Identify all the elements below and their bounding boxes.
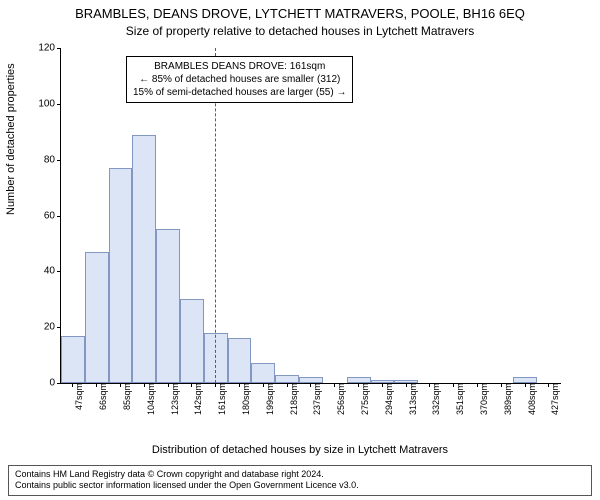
x-tick-label: 237sqm bbox=[310, 383, 322, 415]
x-tick-label: 351sqm bbox=[453, 383, 465, 415]
histogram-bar bbox=[394, 380, 418, 383]
x-tick-label: 256sqm bbox=[334, 383, 346, 415]
histogram-bar bbox=[513, 377, 537, 383]
histogram-bar bbox=[156, 229, 180, 383]
x-tick-mark bbox=[429, 383, 430, 387]
y-tick-mark bbox=[57, 383, 61, 384]
x-axis-label: Distribution of detached houses by size … bbox=[0, 444, 600, 456]
x-tick-label: 370sqm bbox=[477, 383, 489, 415]
x-tick-mark bbox=[406, 383, 407, 387]
x-tick-mark bbox=[96, 383, 97, 387]
x-tick-label: 47sqm bbox=[72, 383, 84, 410]
histogram-bar bbox=[347, 377, 371, 383]
y-tick-mark bbox=[57, 327, 61, 328]
y-tick-mark bbox=[57, 216, 61, 217]
y-axis-label: Number of detached properties bbox=[5, 63, 17, 215]
annotation-box: BRAMBLES DEANS DROVE: 161sqm ← 85% of de… bbox=[126, 56, 353, 103]
plot-area: 02040608010012047sqm66sqm85sqm104sqm123s… bbox=[60, 48, 561, 384]
x-tick-mark bbox=[501, 383, 502, 387]
x-tick-mark bbox=[215, 383, 216, 387]
histogram-bar bbox=[299, 377, 323, 383]
x-tick-label: 142sqm bbox=[191, 383, 203, 415]
y-tick-mark bbox=[57, 160, 61, 161]
footer-line1: Contains HM Land Registry data © Crown c… bbox=[15, 469, 585, 481]
x-tick-mark bbox=[525, 383, 526, 387]
x-tick-mark bbox=[120, 383, 121, 387]
y-tick-mark bbox=[57, 104, 61, 105]
annotation-title: BRAMBLES DEANS DROVE: 161sqm bbox=[133, 60, 346, 73]
x-tick-mark bbox=[263, 383, 264, 387]
x-tick-mark bbox=[191, 383, 192, 387]
x-tick-mark bbox=[334, 383, 335, 387]
y-tick-mark bbox=[57, 48, 61, 49]
histogram-bar bbox=[371, 380, 395, 383]
x-tick-mark bbox=[144, 383, 145, 387]
histogram-bar bbox=[85, 252, 109, 383]
chart-container: BRAMBLES, DEANS DROVE, LYTCHETT MATRAVER… bbox=[0, 0, 600, 500]
x-tick-label: 66sqm bbox=[96, 383, 108, 410]
x-tick-label: 313sqm bbox=[406, 383, 418, 415]
x-tick-label: 104sqm bbox=[144, 383, 156, 415]
histogram-bar bbox=[109, 168, 133, 383]
y-tick-mark bbox=[57, 271, 61, 272]
x-tick-label: 199sqm bbox=[263, 383, 275, 415]
x-tick-mark bbox=[358, 383, 359, 387]
x-tick-label: 123sqm bbox=[168, 383, 180, 415]
x-tick-label: 85sqm bbox=[120, 383, 132, 410]
x-tick-mark bbox=[239, 383, 240, 387]
x-tick-mark bbox=[477, 383, 478, 387]
x-tick-label: 332sqm bbox=[429, 383, 441, 415]
x-tick-label: 275sqm bbox=[358, 383, 370, 415]
histogram-bar bbox=[275, 375, 299, 383]
histogram-bar bbox=[251, 363, 275, 383]
x-tick-label: 294sqm bbox=[382, 383, 394, 415]
histogram-bar bbox=[132, 135, 156, 383]
x-tick-label: 218sqm bbox=[287, 383, 299, 415]
x-tick-label: 408sqm bbox=[525, 383, 537, 415]
annotation-line2: 15% of semi-detached houses are larger (… bbox=[133, 86, 346, 99]
x-tick-label: 161sqm bbox=[215, 383, 227, 415]
x-tick-label: 389sqm bbox=[501, 383, 513, 415]
chart-title: BRAMBLES, DEANS DROVE, LYTCHETT MATRAVER… bbox=[0, 6, 600, 21]
x-tick-mark bbox=[548, 383, 549, 387]
x-tick-mark bbox=[72, 383, 73, 387]
histogram-bar bbox=[180, 299, 204, 383]
histogram-bar bbox=[228, 338, 252, 383]
footer-line2: Contains public sector information licen… bbox=[15, 480, 585, 492]
x-tick-label: 427sqm bbox=[548, 383, 560, 415]
x-tick-label: 180sqm bbox=[239, 383, 251, 415]
histogram-bar bbox=[61, 336, 85, 383]
annotation-line1: ← 85% of detached houses are smaller (31… bbox=[133, 73, 346, 86]
x-tick-mark bbox=[168, 383, 169, 387]
x-tick-mark bbox=[287, 383, 288, 387]
x-tick-mark bbox=[310, 383, 311, 387]
footer-box: Contains HM Land Registry data © Crown c… bbox=[8, 465, 592, 496]
x-tick-mark bbox=[382, 383, 383, 387]
x-tick-mark bbox=[453, 383, 454, 387]
chart-subtitle: Size of property relative to detached ho… bbox=[0, 24, 600, 38]
